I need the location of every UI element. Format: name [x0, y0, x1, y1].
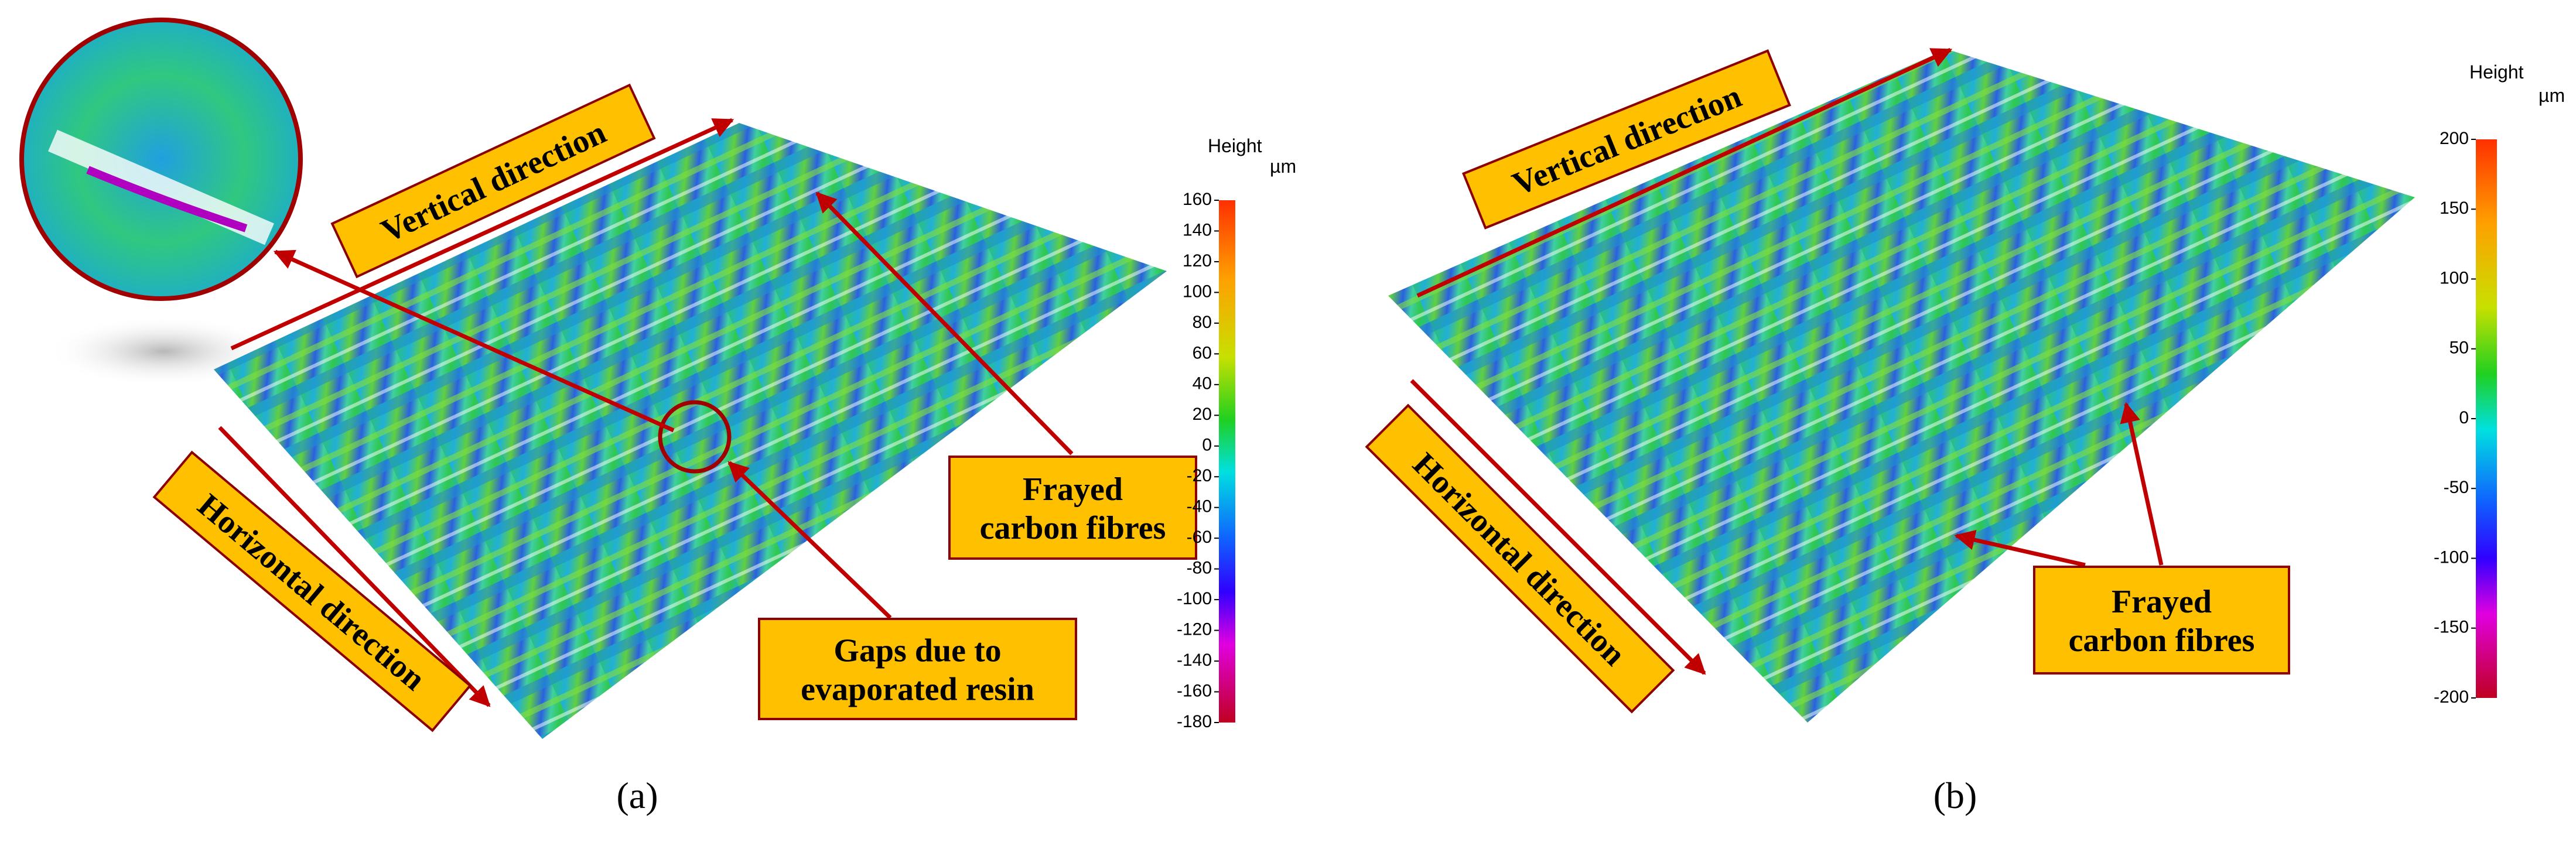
colorbar-unit: µm	[2539, 85, 2565, 106]
colorbar-tick-label: 120	[1183, 251, 1212, 271]
arrow	[1410, 379, 1706, 675]
arrow	[218, 426, 491, 707]
arrow	[273, 249, 675, 433]
callout-box	[2033, 566, 2290, 675]
zoom-gap-core	[86, 166, 248, 232]
caption: (b)	[1933, 775, 1977, 816]
label-box	[152, 450, 472, 732]
colorbar-tick-label: -100	[2434, 547, 2469, 567]
colorbar-tick-label: 20	[1193, 405, 1212, 424]
colorbar-tick-label: 60	[1193, 343, 1212, 362]
label-box	[1365, 403, 1675, 714]
colorbar-tick-label: 100	[1183, 282, 1212, 301]
colorbar-tick-label: 0	[2459, 408, 2469, 427]
colorbar-tick-label: -160	[1177, 681, 1212, 700]
callout-text: carbon fibres	[2069, 622, 2255, 659]
label-box	[1462, 49, 1791, 230]
colorbar-tick-label: 200	[2440, 129, 2469, 148]
arrow	[815, 191, 1074, 456]
colorbar-tick-label: -150	[2434, 618, 2469, 637]
callout-text: carbon fibres	[980, 510, 1166, 546]
colorbar-unit: µm	[1270, 156, 1296, 177]
colorbar-tick-label: 100	[2440, 268, 2469, 287]
colorbar-tick-label: -50	[2444, 478, 2469, 497]
colorbar-tick-label: -60	[1187, 528, 1212, 547]
zoom-gap	[47, 129, 274, 245]
colorbar-tick-label: -120	[1177, 620, 1212, 639]
arrow	[230, 118, 734, 351]
callout-text: evaporated resin	[801, 672, 1034, 708]
zoom-inset	[19, 18, 303, 301]
colorbar-tick-label: -80	[1187, 559, 1212, 578]
colorbar-tick-label: -140	[1177, 651, 1212, 670]
colorbar-tick-label: 140	[1183, 220, 1212, 239]
zoom-marker	[658, 400, 732, 474]
colorbar-tick-label: 0	[1202, 436, 1212, 455]
callout-text: Frayed	[1023, 471, 1123, 508]
arrow	[1416, 47, 1953, 298]
colorbar-title: Height	[2469, 61, 2524, 83]
label-box	[330, 83, 656, 279]
colorbar-tick-label: 150	[2440, 198, 2469, 218]
colorbar	[2476, 139, 2497, 698]
colorbar-tick-label: 40	[1193, 374, 1212, 393]
colorbar-tick-label: -200	[2434, 687, 2469, 707]
arrow	[1954, 529, 2086, 567]
callout-text: Frayed	[2112, 584, 2212, 620]
arrow	[727, 461, 892, 619]
arrow	[2120, 402, 2164, 566]
colorbar-title: Height	[1208, 135, 1262, 156]
caption: (a)	[616, 775, 658, 816]
colorbar-tick-label: -100	[1177, 589, 1212, 608]
colorbar-tick-label: -180	[1177, 712, 1212, 731]
colorbar-tick-label: 50	[2449, 338, 2469, 358]
callout-box	[948, 456, 1197, 560]
colorbar-tick-label: -40	[1187, 497, 1212, 516]
colorbar-tick-label: 160	[1183, 190, 1212, 209]
colorbar	[1219, 200, 1235, 723]
callout-box	[758, 618, 1077, 720]
colorbar-tick-label: -20	[1187, 466, 1212, 485]
surface-map	[214, 123, 1167, 739]
surface-map	[1388, 49, 2415, 723]
colorbar-tick-label: 80	[1193, 313, 1212, 332]
callout-text: Gaps due to	[833, 633, 1001, 669]
